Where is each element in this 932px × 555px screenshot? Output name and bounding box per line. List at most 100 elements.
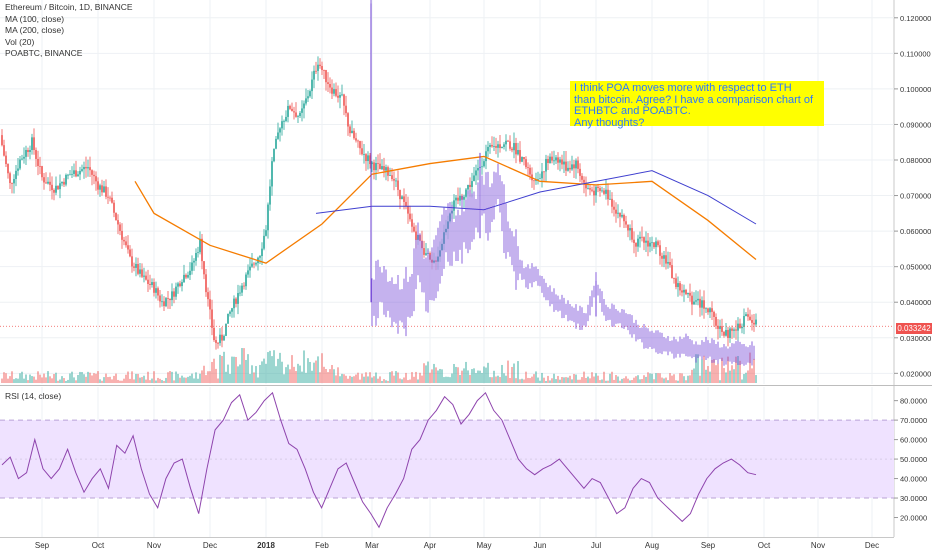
volume-bar: [735, 356, 737, 383]
volume-bar: [5, 373, 7, 383]
candle-body: [677, 283, 679, 288]
candle-body: [329, 83, 331, 88]
price-tick-label: 0.110000: [900, 49, 931, 58]
volume-bar: [549, 380, 551, 383]
volume-bar: [155, 380, 157, 383]
candle-body: [139, 269, 141, 274]
volume-bar: [333, 369, 335, 383]
volume-bar: [65, 380, 67, 383]
candle-body: [601, 190, 603, 192]
volume-bar: [447, 376, 449, 383]
volume-bar: [63, 378, 65, 383]
candle-body: [497, 144, 499, 148]
candle-body: [91, 170, 93, 175]
volume-bar: [321, 353, 323, 383]
candle-body: [245, 274, 247, 287]
volume-bar: [601, 379, 603, 383]
volume-bar: [435, 367, 437, 383]
candle-body: [615, 209, 617, 214]
volume-bar: [745, 372, 747, 383]
volume-bar: [489, 377, 491, 383]
candle-body: [183, 274, 185, 283]
candle-body: [621, 214, 623, 217]
volume-bar: [619, 380, 621, 383]
volume-bar: [657, 373, 659, 383]
candle-body: [519, 150, 521, 162]
candle-body: [665, 255, 667, 264]
candle-body: [671, 265, 673, 279]
volume-bar: [185, 377, 187, 383]
volume-bar: [591, 372, 593, 383]
volume-bar: [653, 379, 655, 383]
volume-bar: [419, 372, 421, 383]
volume-bar: [153, 371, 155, 383]
volume-bar: [713, 359, 715, 383]
candle-body: [231, 308, 233, 312]
candle-body: [675, 278, 677, 288]
candle-body: [117, 220, 119, 225]
candle-body: [645, 240, 647, 243]
candle-body: [597, 186, 599, 189]
candle-body: [747, 314, 749, 317]
volume-bar: [673, 374, 675, 383]
price-tick-label: 0.020000: [900, 369, 931, 378]
candle-body: [201, 238, 203, 262]
candle-body: [493, 146, 495, 147]
candle-body: [31, 137, 33, 151]
legend-compare: POABTC, BINANCE: [5, 48, 83, 58]
candle-body: [305, 98, 307, 104]
volume-bar: [95, 373, 97, 383]
volume-bar: [583, 371, 585, 383]
candle-body: [269, 186, 271, 205]
candle-body: [659, 245, 661, 256]
candle-body: [299, 112, 301, 117]
candle-body: [319, 64, 321, 67]
candle-body: [131, 256, 133, 267]
volume-bar: [343, 374, 345, 383]
volume-bar: [183, 377, 185, 383]
price-tick-label: 0.120000: [900, 14, 931, 23]
volume-bar: [177, 373, 179, 383]
candle-body: [121, 230, 123, 240]
volume-bar: [473, 368, 475, 383]
volume-bar: [641, 379, 643, 383]
rsi-line: [1, 391, 757, 529]
candle-body: [633, 239, 635, 243]
volume-bar: [295, 371, 297, 383]
candle-body: [617, 212, 619, 214]
volume-bar: [143, 375, 145, 383]
candle-body: [217, 342, 219, 344]
candles-group: [1, 56, 757, 350]
rsi-tick-label: 70.0000: [900, 416, 927, 425]
volume-bar: [693, 368, 695, 383]
volume-bar: [695, 354, 697, 383]
candle-body: [83, 166, 85, 170]
legend-ma100: MA (100, close): [5, 13, 65, 24]
volume-bar: [421, 375, 423, 383]
volume-bar: [249, 373, 251, 383]
candle-body: [391, 175, 393, 180]
volume-bar: [639, 379, 641, 383]
candle-body: [353, 130, 355, 139]
volume-bar: [13, 379, 15, 383]
candle-body: [259, 256, 261, 258]
ma200-line: [315, 170, 757, 225]
annotation-note[interactable]: I think POA moves more with respect to E…: [570, 81, 824, 128]
volume-bar: [437, 370, 439, 383]
volume-bar: [683, 376, 685, 383]
volume-bar: [263, 358, 265, 383]
candle-body: [255, 263, 257, 265]
volume-bar: [615, 375, 617, 383]
volume-bar: [23, 378, 25, 383]
candle-body: [639, 236, 641, 239]
volume-bar: [217, 378, 219, 383]
volume-bar: [491, 377, 493, 383]
candle-body: [179, 283, 181, 287]
volume-bar: [451, 373, 453, 383]
volume-bar: [499, 377, 501, 383]
volume-bar: [665, 377, 667, 383]
volume-bar: [281, 361, 283, 383]
volume-bar: [261, 361, 263, 383]
candle-body: [125, 241, 127, 246]
volume-bar: [621, 378, 623, 383]
